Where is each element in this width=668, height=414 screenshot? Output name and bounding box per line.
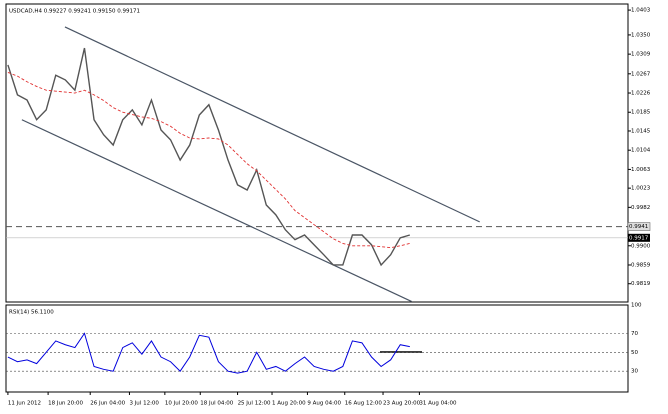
y-tick-label: 1.0309 [631, 52, 651, 58]
x-tick-label: 1 Aug 20:00 [272, 401, 306, 407]
chart-title: USDCAD,H4 0.99227 0.99241 0.99150 0.9917… [9, 9, 140, 15]
y-tick-label: 1.0185 [631, 110, 651, 116]
x-tick-label: 9 Aug 04:00 [307, 401, 341, 407]
x-tick-label: 18 Jul 04:00 [200, 401, 233, 407]
y-tick-label: 1.0104 [631, 148, 651, 154]
y-tick-label: 1.0063 [631, 167, 651, 173]
channel-line [64, 26, 480, 223]
x-tick-label: 26 Jun 04:00 [90, 401, 125, 407]
rsi-line [7, 332, 410, 374]
y-tick-label: 0.9819 [631, 281, 651, 287]
ma-line [7, 71, 410, 249]
level-label-box [627, 222, 651, 231]
x-tick-label: 23 Aug 20:00 [383, 401, 421, 407]
price-label: 0.9917 [629, 235, 649, 241]
rsi-panel [5, 304, 629, 393]
y-tick-label: 1.0145 [631, 128, 651, 134]
price-label-box [628, 233, 650, 242]
y-tick-label: 1.0350 [631, 32, 651, 38]
rsi-tick-label: 70 [631, 331, 638, 337]
x-tick-label: 31 Aug 04:00 [419, 401, 457, 407]
x-tick-label: 11 Jun 2012 [8, 401, 41, 407]
y-tick-label: 1.0023 [631, 186, 651, 192]
y-tick-label: 0.9859 [631, 262, 651, 268]
rsi-tick-label: 100 [631, 303, 642, 309]
y-tick-label: 1.0267 [631, 71, 651, 77]
main-panel [5, 3, 629, 303]
x-tick-label: 18 Jun 20:00 [48, 401, 83, 407]
y-tick-label: 1.0226 [631, 91, 651, 97]
y-tick-label: 1.0403 [631, 8, 651, 14]
y-tick-label: 0.9900 [631, 243, 651, 249]
level-label: 0.9941 [629, 224, 648, 230]
x-tick-label: 10 Jul 20:00 [165, 401, 198, 407]
rsi-label: RSI(14) 56.1100 [9, 310, 54, 316]
rsi-tick-label: 30 [631, 369, 638, 375]
y-tick-label: 0.9982 [631, 205, 650, 211]
price-line-series [7, 47, 411, 267]
x-tick-label: 25 Jul 12:00 [238, 401, 271, 407]
rsi-tick-label: 50 [631, 350, 638, 356]
x-tick-label: 3 Jul 12:00 [129, 401, 159, 407]
x-tick-label: 16 Aug 12:00 [345, 401, 383, 407]
channel-line [21, 119, 412, 303]
